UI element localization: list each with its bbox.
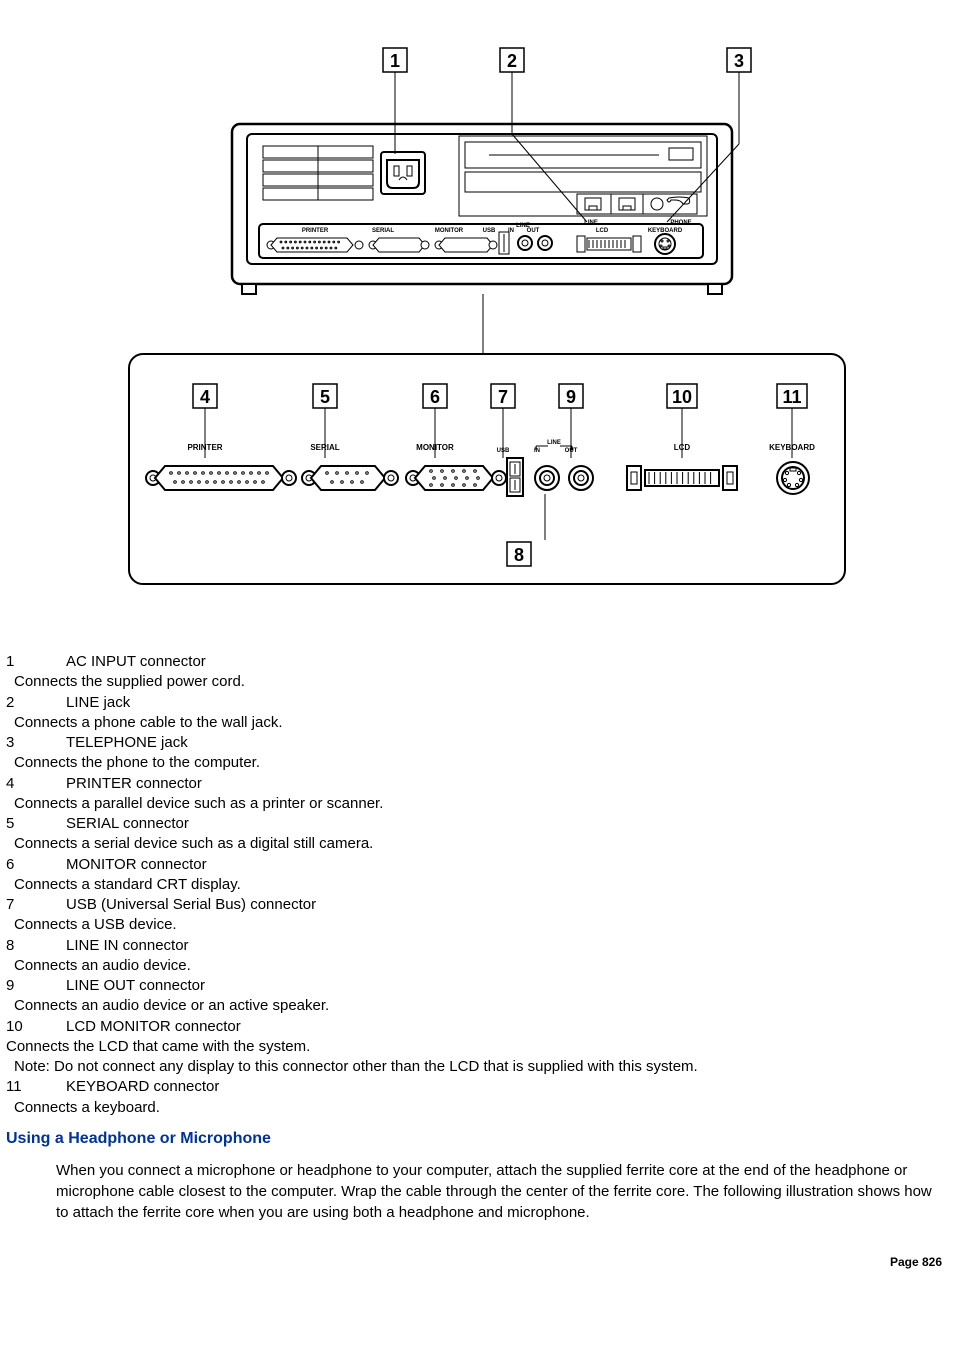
svg-text:LCD: LCD <box>674 443 691 452</box>
svg-text:SERIAL: SERIAL <box>372 228 394 234</box>
connector-description: Connects a keyboard. <box>6 1098 948 1118</box>
svg-text:5: 5 <box>320 387 330 407</box>
connector-title-row: 10LCD MONITOR connector <box>6 1017 948 1037</box>
svg-text:3: 3 <box>734 51 744 71</box>
connector-title: PRINTER connector <box>66 774 202 794</box>
connector-title: TELEPHONE jack <box>66 733 188 753</box>
svg-text:10: 10 <box>672 387 692 407</box>
connector-diagram: 1 2 3 <box>67 24 887 634</box>
svg-text:11: 11 <box>782 387 801 407</box>
connector-description: Connects a USB device. <box>6 915 948 935</box>
svg-text:MONITOR: MONITOR <box>416 443 454 452</box>
connector-title-row: 3TELEPHONE jack <box>6 733 948 753</box>
section-heading: Using a Headphone or Microphone <box>0 1122 954 1154</box>
svg-text:4: 4 <box>200 387 210 407</box>
svg-text:LCD: LCD <box>596 228 609 234</box>
connector-description: Connects a standard CRT display. <box>6 875 948 895</box>
svg-text:PRINTER: PRINTER <box>187 443 222 452</box>
connector-title-row: 2LINE jack <box>6 693 948 713</box>
connector-title: LCD MONITOR connector <box>66 1017 241 1037</box>
connector-number: 3 <box>6 733 66 753</box>
connector-title-row: 5SERIAL connector <box>6 814 948 834</box>
connector-description: Connects a phone cable to the wall jack. <box>6 713 948 733</box>
connector-title-row: 7USB (Universal Serial Bus) connector <box>6 895 948 915</box>
connector-number: 6 <box>6 855 66 875</box>
connector-list: 1AC INPUT connector Connects the supplie… <box>0 648 954 1122</box>
svg-text:SERIAL: SERIAL <box>310 443 339 452</box>
svg-text:9: 9 <box>566 387 576 407</box>
svg-text:OUT: OUT <box>527 228 540 234</box>
connector-note: Note: Do not connect any display to this… <box>6 1057 948 1077</box>
connector-number: 8 <box>6 936 66 956</box>
connector-number: 4 <box>6 774 66 794</box>
connector-description: Connects the LCD that came with the syst… <box>6 1037 948 1057</box>
svg-text:OUT: OUT <box>565 448 578 454</box>
svg-text:PRINTER: PRINTER <box>302 228 329 234</box>
connector-title: LINE jack <box>66 693 130 713</box>
svg-text:LINE: LINE <box>547 440 561 446</box>
connector-title: KEYBOARD connector <box>66 1077 219 1097</box>
connector-description: Connects an audio device or an active sp… <box>6 996 948 1016</box>
connector-title-row: 9LINE OUT connector <box>6 976 948 996</box>
connector-number: 7 <box>6 895 66 915</box>
connector-title-row: 8LINE IN connector <box>6 936 948 956</box>
svg-text:8: 8 <box>514 545 524 565</box>
connector-number: 9 <box>6 976 66 996</box>
connector-title: SERIAL connector <box>66 814 189 834</box>
connector-title-row: 4PRINTER connector <box>6 774 948 794</box>
svg-text:7: 7 <box>498 387 508 407</box>
svg-text:1: 1 <box>390 51 400 71</box>
svg-text:6: 6 <box>430 387 440 407</box>
connector-number: 1 <box>6 652 66 672</box>
section-paragraph: When you connect a microphone or headpho… <box>0 1154 954 1227</box>
svg-text:USB: USB <box>483 228 496 234</box>
connector-title-row: 6MONITOR connector <box>6 855 948 875</box>
connector-description: Connects the supplied power cord. <box>6 672 948 692</box>
connector-title: LINE OUT connector <box>66 976 205 996</box>
connector-description: Connects the phone to the computer. <box>6 753 948 773</box>
connector-number: 10 <box>6 1017 66 1037</box>
connector-description: Connects a parallel device such as a pri… <box>6 794 948 814</box>
connector-title-row: 1AC INPUT connector <box>6 652 948 672</box>
connector-number: 2 <box>6 693 66 713</box>
connector-title: LINE IN connector <box>66 936 189 956</box>
connector-title: MONITOR connector <box>66 855 207 875</box>
svg-text:IN: IN <box>534 448 540 454</box>
svg-text:USB: USB <box>497 448 510 454</box>
page-number: Page 826 <box>0 1227 954 1279</box>
svg-text:MONITOR: MONITOR <box>435 228 464 234</box>
connector-description: Connects a serial device such as a digit… <box>6 834 948 854</box>
connector-title: AC INPUT connector <box>66 652 206 672</box>
svg-text:KEYBOARD: KEYBOARD <box>769 443 815 452</box>
connector-title: USB (Universal Serial Bus) connector <box>66 895 316 915</box>
connector-title-row: 11KEYBOARD connector <box>6 1077 948 1097</box>
svg-text:2: 2 <box>507 51 517 71</box>
connector-number: 11 <box>6 1077 66 1097</box>
diagram-container: 1 2 3 <box>0 0 954 648</box>
connector-number: 5 <box>6 814 66 834</box>
connector-description: Connects an audio device. <box>6 956 948 976</box>
